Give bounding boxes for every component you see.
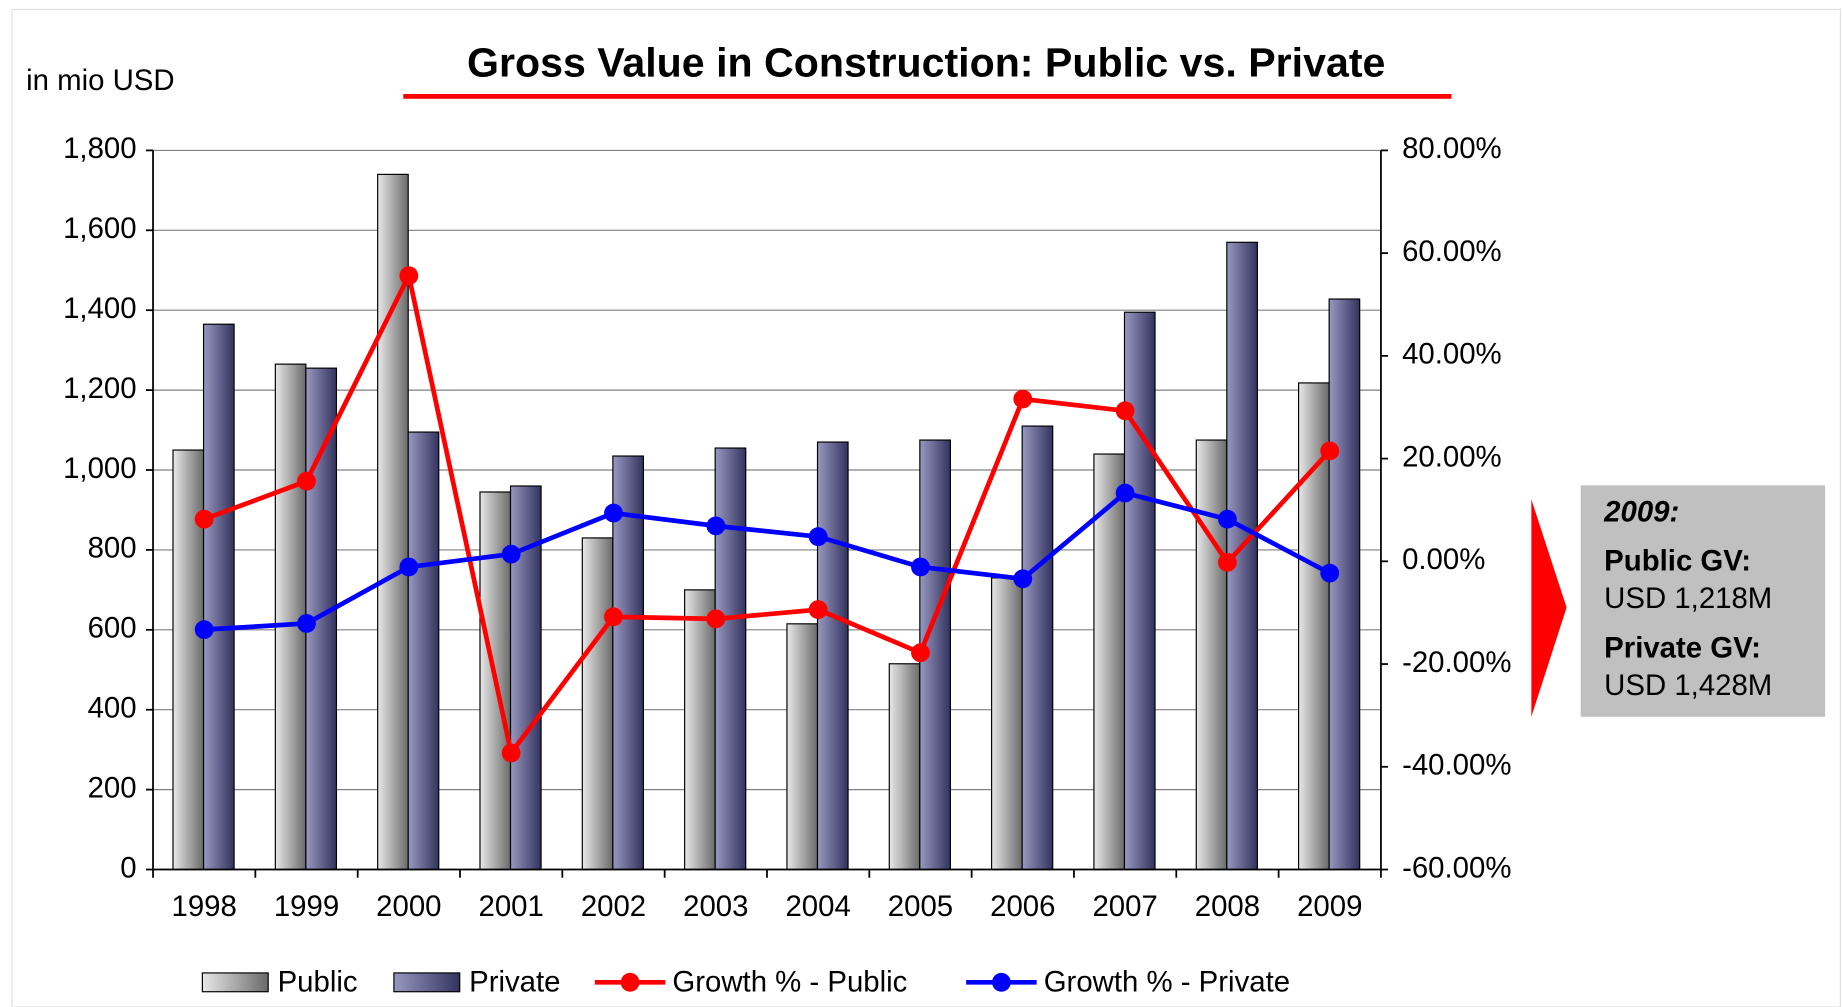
legend-marker — [620, 972, 640, 992]
marker — [1218, 552, 1237, 572]
bar — [1195, 439, 1228, 871]
chart-title: Gross Value in Construction: Public vs. … — [467, 40, 1385, 86]
marker — [399, 266, 419, 286]
marker — [1218, 509, 1237, 529]
marker — [297, 471, 316, 491]
bar — [1328, 298, 1361, 871]
annotation-box — [1580, 485, 1826, 717]
marker — [808, 527, 828, 547]
y-tick-label: 1,000 — [63, 452, 136, 485]
legend-label: Growth % - Public — [672, 965, 907, 998]
x-tick-label: 2008 — [1195, 890, 1260, 923]
legend-label: Growth % - Private — [1044, 965, 1290, 998]
bar — [991, 577, 1023, 871]
y2-tick-label: -20.00% — [1402, 646, 1511, 679]
bar — [1093, 453, 1126, 871]
marker — [1115, 483, 1135, 503]
bar — [786, 623, 819, 871]
annotation-value: USD 1,428M — [1604, 669, 1772, 702]
marker — [706, 516, 726, 536]
marker — [604, 607, 623, 627]
bar — [581, 537, 614, 871]
bar — [1123, 311, 1156, 871]
x-tick-label: 2006 — [990, 890, 1055, 923]
marker — [808, 600, 828, 620]
y2-tick-label: -60.00% — [1402, 851, 1511, 884]
annotation-heading: 2009: — [1603, 495, 1679, 528]
marker — [501, 544, 521, 564]
y2-tick-label: 80.00% — [1402, 132, 1502, 165]
y-tick-label: 400 — [88, 691, 137, 724]
legend-label: Public — [278, 965, 358, 998]
marker — [1013, 569, 1033, 589]
bar — [1021, 425, 1054, 871]
legend-swatch — [201, 972, 269, 993]
marker — [1013, 389, 1033, 409]
y2-tick-label: -40.00% — [1402, 749, 1511, 782]
bar — [816, 441, 849, 871]
marker — [1320, 441, 1340, 461]
marker — [399, 557, 419, 577]
marker — [1115, 401, 1135, 421]
line — [203, 268, 1332, 759]
y2-tick-label: 0.00% — [1402, 543, 1485, 576]
x-tick-label: 2009 — [1297, 890, 1362, 923]
bar — [407, 431, 440, 871]
legend-swatch — [393, 972, 461, 993]
marker — [706, 609, 726, 629]
bar — [202, 323, 235, 871]
marker — [194, 509, 214, 529]
x-tick-label: 2007 — [1092, 890, 1157, 923]
x-tick-label: 2000 — [376, 890, 441, 923]
legend-marker — [992, 972, 1011, 992]
marker — [911, 643, 930, 663]
legend-label: Private — [469, 965, 560, 998]
y-axis-label: in mio USD — [26, 64, 174, 97]
x-tick-label: 2002 — [581, 890, 646, 923]
y2-tick-label: 60.00% — [1402, 235, 1502, 268]
y2-tick-label: 20.00% — [1402, 440, 1502, 473]
y-tick-label: 600 — [88, 612, 137, 645]
x-tick-label: 2004 — [785, 890, 850, 923]
x-tick-label: 2001 — [479, 890, 544, 923]
annotation-label: Private GV: — [1604, 632, 1761, 665]
marker — [911, 557, 930, 577]
line — [204, 490, 1331, 632]
y2-tick-label: 40.00% — [1402, 338, 1502, 371]
y-tick-label: 1,800 — [63, 132, 136, 165]
annotation-label: Public GV: — [1604, 545, 1751, 578]
arrow — [1531, 499, 1567, 717]
y-tick-label: 800 — [88, 532, 137, 565]
bar — [1297, 382, 1330, 871]
x-tick-label: 1999 — [274, 890, 339, 923]
bar — [714, 447, 747, 871]
annotation-value: USD 1,218M — [1604, 582, 1772, 615]
y-tick-label: 0 — [120, 851, 136, 884]
bar — [612, 455, 644, 871]
marker — [297, 614, 316, 633]
marker — [604, 503, 623, 523]
y-tick-label: 1,200 — [63, 372, 136, 405]
marker — [1320, 563, 1340, 583]
x-tick-label: 1998 — [172, 890, 237, 923]
bar — [684, 589, 716, 871]
bar — [888, 663, 921, 871]
x-tick-label: 2003 — [683, 890, 748, 923]
y-tick-label: 1,400 — [63, 292, 136, 325]
marker — [194, 620, 214, 640]
y-tick-label: 200 — [88, 771, 137, 804]
x-tick-label: 2005 — [888, 890, 953, 923]
y-tick-label: 1,600 — [63, 212, 136, 245]
marker — [501, 743, 521, 763]
